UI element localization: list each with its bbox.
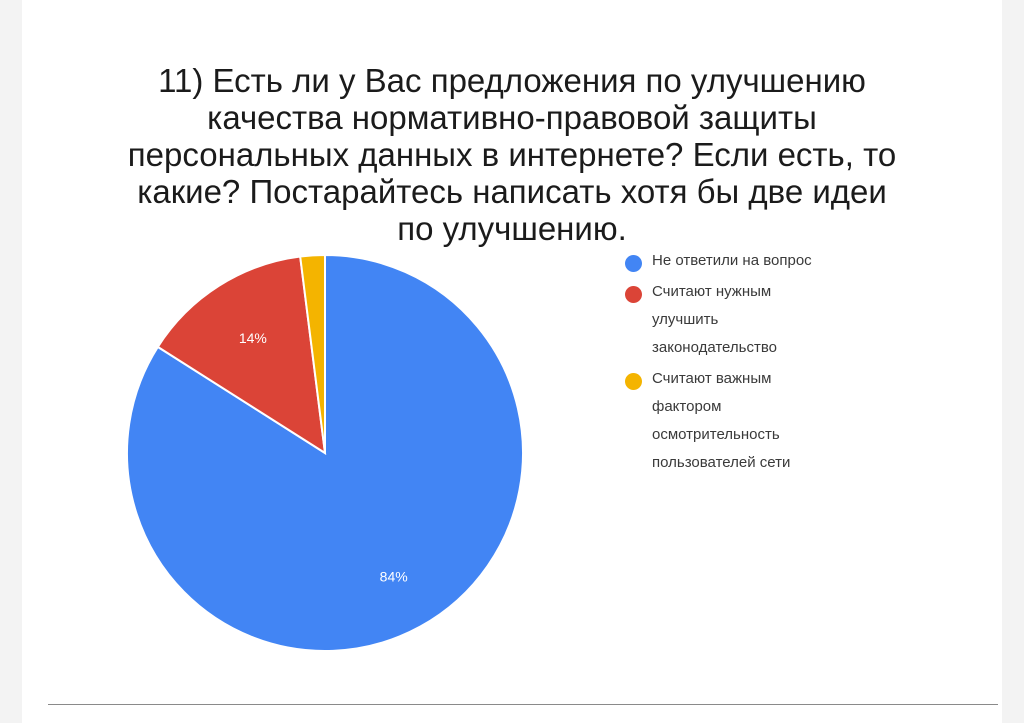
legend-label-line: Считают нужным — [652, 283, 772, 300]
chart-title-line-4: какие? Постарайтесь написать хотя бы две… — [137, 173, 887, 210]
pie-label-improve-law: 14% — [239, 330, 267, 346]
pie-slice-user-caution — [299, 253, 326, 454]
legend-label-line: осмотрительность — [652, 426, 780, 443]
legend-item-user-caution: Считают важным фактором осмотрительность… — [625, 370, 905, 477]
legend-label-improve-law: Считают нужным улучшить законодательство — [652, 278, 777, 362]
legend-label-line: улучшить — [652, 311, 719, 328]
chart-title: 11) Есть ли у Вас предложения по улучшен… — [62, 62, 962, 247]
legend-swatch-improve-law — [625, 286, 642, 303]
slide: 11) Есть ли у Вас предложения по улучшен… — [22, 0, 1002, 723]
pie-chart: 84% 14% — [126, 253, 524, 652]
legend-item-improve-law: Считают нужным улучшить законодательство — [625, 283, 905, 362]
legend-swatch-no-answer — [625, 255, 642, 272]
legend-label-line: законодательство — [652, 339, 777, 356]
chart-title-line-5: по улучшению. — [397, 210, 627, 247]
divider-line — [48, 704, 998, 705]
legend: Не ответили на вопрос Считают нужным улу… — [625, 252, 905, 485]
legend-label-line: пользователей сети — [652, 454, 791, 471]
legend-swatch-user-caution — [625, 373, 642, 390]
legend-label-user-caution: Считают важным фактором осмотрительность… — [652, 365, 790, 477]
legend-label-line: фактором — [652, 398, 722, 415]
legend-label-no-answer: Не ответили на вопрос — [652, 247, 812, 275]
legend-label-line: Не ответили на вопрос — [652, 252, 812, 269]
chart-title-line-3: персональных данных в интернете? Если ес… — [127, 136, 897, 173]
legend-item-no-answer: Не ответили на вопрос — [625, 252, 905, 275]
chart-title-line-2: качества нормативно-правовой защиты — [207, 99, 817, 136]
pie-label-no-answer: 84% — [380, 569, 408, 585]
pie-slice-improve-law — [156, 255, 327, 455]
chart-title-line-1: 11) Есть ли у Вас предложения по улучшен… — [158, 62, 866, 99]
legend-label-line: Считают важным — [652, 370, 772, 387]
